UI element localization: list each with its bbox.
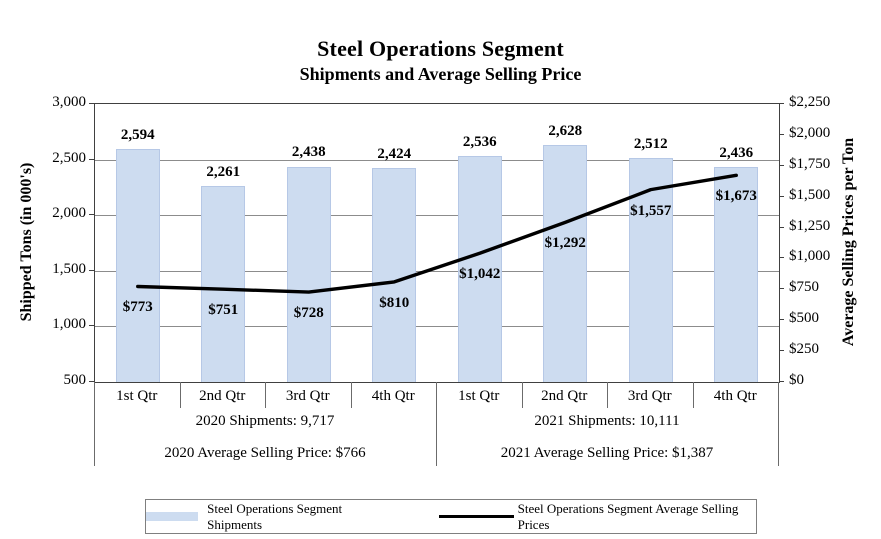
left-axis-tick	[89, 158, 94, 160]
x-axis-label: 2nd Qtr	[199, 388, 246, 404]
bar	[714, 166, 759, 382]
gridline	[95, 326, 779, 328]
bar	[115, 149, 160, 382]
right-axis-tick	[779, 226, 784, 228]
legend-item-shipments: Steel Operations Segment Shipments	[146, 501, 387, 533]
bar	[372, 168, 417, 382]
line-value-label: $1,292	[544, 235, 586, 252]
right-axis-tick-label: $0	[789, 372, 804, 388]
quarter-separator	[607, 382, 608, 408]
right-axis-tick	[779, 381, 784, 382]
line-value-label: $1,557	[630, 202, 672, 219]
right-axis-tick	[779, 103, 784, 104]
right-axis-tick-label: $1,000	[789, 248, 831, 265]
gridline	[95, 270, 779, 272]
chart-title: Steel Operations Segment	[317, 36, 564, 61]
line-value-label: $773	[122, 299, 153, 316]
x-axis-label: 1st Qtr	[116, 388, 158, 404]
legend-label-prices: Steel Operations Segment Average Selling…	[517, 500, 739, 532]
legend: Steel Operations Segment Shipments Steel…	[145, 499, 757, 534]
legend-label-shipments: Steel Operations Segment Shipments	[207, 500, 343, 532]
bar-value-label: 2,536	[462, 133, 497, 150]
x-axis-label: 3rd Qtr	[627, 388, 672, 404]
price-line	[136, 173, 738, 294]
right-axis-tick	[779, 257, 784, 259]
left-axis-tick	[89, 381, 94, 382]
left-axis-tick-label: 500	[63, 372, 87, 388]
x-axis-label: 1st Qtr	[458, 388, 500, 404]
right-axis-tick	[779, 195, 784, 197]
line-value-label: $751	[208, 302, 239, 319]
x-axis-label: 4th Qtr	[371, 388, 415, 404]
annotation-2021-asp: 2021 Average Selling Price: $1,387	[500, 445, 714, 461]
right-axis-tick	[779, 350, 784, 352]
line-value-label: $1,042	[459, 266, 501, 283]
quarter-separator	[521, 382, 523, 408]
gridline	[95, 159, 779, 161]
bar	[201, 186, 246, 382]
bar-value-label: 2,512	[633, 136, 668, 153]
quarter-separator	[692, 382, 694, 408]
left-axis-tick	[89, 214, 94, 216]
bar-value-label: 2,261	[206, 164, 241, 181]
right-axis-tick-label: $1,500	[789, 186, 831, 203]
quarter-separator	[179, 382, 181, 408]
line-swatch-icon	[439, 515, 514, 518]
legend-item-prices: Steel Operations Segment Average Selling…	[439, 501, 756, 533]
right-axis-tick	[779, 133, 784, 135]
left-axis-tick	[89, 269, 94, 271]
right-axis-tick-label: $750	[789, 279, 819, 296]
line-value-label: $728	[293, 305, 324, 322]
annotation-2021-shipments: 2021 Shipments: 10,111	[534, 413, 680, 429]
bar	[543, 145, 588, 382]
chart-subtitle: Shipments and Average Selling Price	[299, 64, 582, 84]
right-axis-tick-label: $1,750	[789, 155, 831, 172]
gridline	[95, 215, 779, 217]
left-axis-tick-label: 3,000	[52, 94, 86, 110]
bar-swatch-icon	[146, 512, 199, 521]
right-axis-tick-label: $1,250	[789, 217, 831, 234]
right-axis-tick-label: $2,000	[789, 124, 831, 141]
right-axis-tick	[779, 288, 784, 290]
annotation-2020-shipments: 2020 Shipments: 9,717	[195, 413, 335, 429]
quarter-separator	[265, 382, 266, 408]
quarter-separator	[350, 382, 352, 408]
bar-value-label: 2,436	[719, 144, 754, 161]
year-separator	[436, 382, 437, 466]
left-axis-tick-label: 1,500	[52, 260, 86, 277]
right-axis-tick	[779, 319, 784, 321]
right-axis-title: Average Selling Prices per Ton	[840, 137, 857, 347]
line-value-label: $810	[379, 294, 410, 311]
bar-value-label: 2,594	[120, 127, 155, 144]
x-axis-label: 4th Qtr	[713, 388, 757, 404]
annotation-2020-asp: 2020 Average Selling Price: $766	[164, 445, 366, 461]
bar	[286, 166, 331, 382]
right-axis-tick	[779, 164, 784, 166]
line-value-label: $1,673	[715, 188, 757, 205]
right-axis-tick-label: $500	[789, 310, 819, 327]
left-axis-tick-label: 2,000	[52, 205, 86, 222]
right-axis-tick-label: $250	[789, 341, 819, 358]
year-separator	[94, 382, 95, 466]
left-axis-tick-label: 1,000	[52, 316, 86, 333]
x-axis-label: 2nd Qtr	[541, 388, 588, 404]
year-separator	[778, 382, 779, 466]
left-axis-title: Shipped Tons (in 000's)	[18, 162, 35, 322]
plot-area: 2,594 2,261 2,438 2,424 2,536 2,628 2,512 2,436…	[94, 103, 780, 383]
bar	[457, 155, 502, 382]
left-axis-tick-label: 2,500	[52, 149, 86, 166]
x-axis-label: 3rd Qtr	[285, 388, 330, 404]
left-axis-tick	[89, 325, 94, 327]
bar-value-label: 2,628	[548, 123, 583, 140]
bar-value-label: 2,424	[377, 146, 412, 163]
right-axis-tick-label: $2,250	[789, 94, 831, 110]
bar-value-label: 2,438	[291, 144, 326, 161]
left-axis-tick	[89, 103, 94, 104]
